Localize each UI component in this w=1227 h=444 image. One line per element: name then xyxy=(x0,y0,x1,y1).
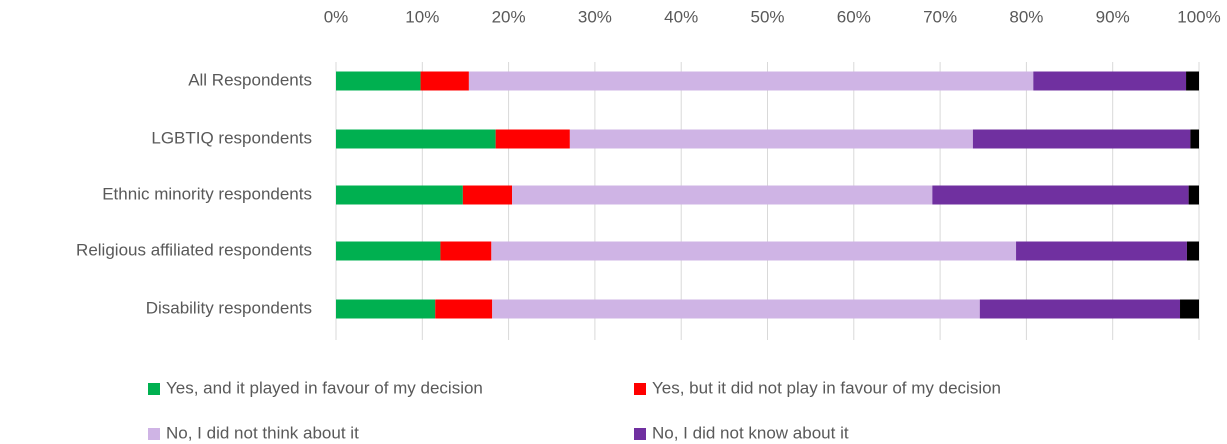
bar-segment xyxy=(972,129,1191,149)
bar-segment xyxy=(435,299,493,319)
x-tick-label: 0% xyxy=(324,7,349,26)
x-tick-label: 40% xyxy=(664,7,698,26)
x-tick-label: 30% xyxy=(578,7,612,26)
bar-segment xyxy=(336,129,496,149)
bar-segment xyxy=(440,241,492,261)
bar-segment xyxy=(495,129,570,149)
x-tick-label: 70% xyxy=(923,7,957,26)
bar-segment xyxy=(569,129,973,149)
bar-segment xyxy=(512,185,933,205)
bar-segment xyxy=(1180,299,1199,319)
bar-segment xyxy=(1186,71,1199,91)
legend-label: No, I did not know about it xyxy=(652,423,849,442)
y-tick-label: Religious affiliated respondents xyxy=(76,240,312,259)
bar-segment xyxy=(1016,241,1187,261)
legend-label: Yes, but it did not play in favour of my… xyxy=(652,378,1001,397)
legend-swatch xyxy=(634,383,646,395)
legend-swatch xyxy=(634,428,646,440)
bar-segment xyxy=(1188,185,1199,205)
bar-segment xyxy=(491,241,1017,261)
x-tick-label: 50% xyxy=(750,7,784,26)
legend-label: Yes, and it played in favour of my decis… xyxy=(166,378,483,397)
y-tick-label: LGBTIQ respondents xyxy=(151,128,312,147)
bar-segment xyxy=(492,299,980,319)
y-tick-label: All Respondents xyxy=(188,70,312,89)
legend-swatch xyxy=(148,428,160,440)
bar-segment xyxy=(336,185,463,205)
bar-segment xyxy=(932,185,1189,205)
bar-segment xyxy=(420,71,469,91)
bar-segment xyxy=(336,71,421,91)
y-tick-label: Disability respondents xyxy=(146,298,312,317)
x-tick-label: 60% xyxy=(837,7,871,26)
y-tick-label: Ethnic minority respondents xyxy=(102,184,312,203)
bar-segment xyxy=(1033,71,1187,91)
legend-swatch xyxy=(148,383,160,395)
x-tick-label: 80% xyxy=(1009,7,1043,26)
bar-segment xyxy=(336,241,441,261)
bar-segment xyxy=(1190,129,1199,149)
bar-segment xyxy=(336,299,436,319)
x-tick-label: 20% xyxy=(492,7,526,26)
x-tick-label: 10% xyxy=(405,7,439,26)
bar-segment xyxy=(462,185,513,205)
bar-segment xyxy=(468,71,1034,91)
bar-segment xyxy=(1186,241,1199,261)
bar-segment xyxy=(979,299,1181,319)
x-tick-label: 90% xyxy=(1096,7,1130,26)
x-tick-label: 100% xyxy=(1177,7,1220,26)
legend-label: No, I did not think about it xyxy=(166,423,359,442)
